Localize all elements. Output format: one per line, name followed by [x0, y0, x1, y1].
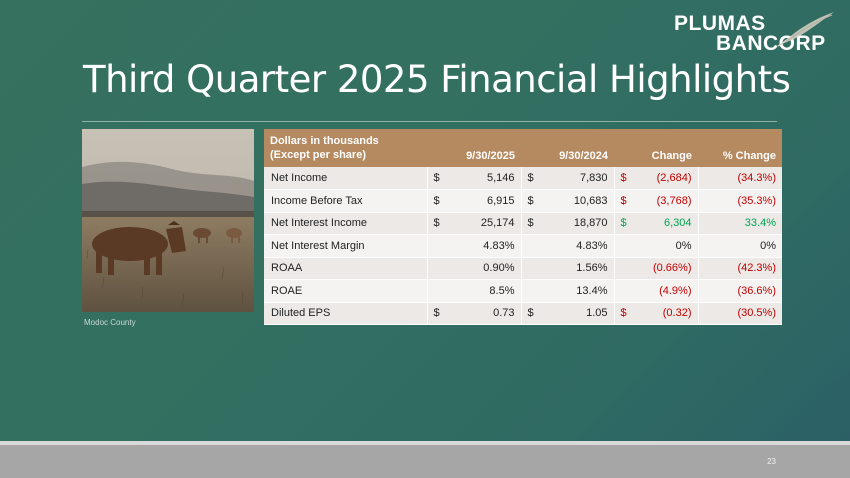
photo-caption: Modoc County — [84, 318, 136, 327]
value-change: (0.32) — [628, 302, 698, 325]
feather-icon — [777, 12, 834, 47]
row-label: Diluted EPS — [264, 302, 427, 325]
page-number: 23 — [767, 457, 776, 466]
currency-change: $ — [613, 212, 628, 235]
table-row: Income Before Tax $6,915 $10,683 $ (3,768) (3… — [264, 189, 782, 213]
table-row: ROAE 8.5% 13.4% (4.9%) (36.6%) — [264, 279, 782, 303]
value-9-30-2025: 5,146 — [441, 167, 521, 190]
value-percent-change: (34.3%) — [697, 167, 782, 190]
value-percent-change: (30.5%) — [697, 302, 782, 325]
value-9-30-2025: 0.90% — [441, 257, 521, 280]
page-title: Third Quarter 2025 Financial Highlights — [83, 58, 791, 101]
value-percent-change: 0% — [697, 234, 782, 258]
currency-change — [613, 257, 628, 280]
currency-9-30-2025: $ — [426, 189, 441, 213]
table-row: Diluted EPS $0.73 $1.05 $ (0.32) (30.5%) — [264, 302, 782, 325]
table-row: Net Interest Margin 4.83% 4.83% 0% 0% — [264, 234, 782, 258]
currency-9-30-2024: $ — [520, 212, 535, 235]
value-9-30-2024: 1.56% — [535, 257, 614, 280]
currency-change: $ — [613, 302, 628, 325]
value-9-30-2024: 1.05 — [535, 302, 614, 325]
value-change: (2,684) — [628, 167, 698, 190]
value-9-30-2024: 13.4% — [535, 279, 614, 303]
value-9-30-2025: 6,915 — [441, 189, 521, 213]
currency-9-30-2025 — [426, 257, 441, 280]
currency-9-30-2025: $ — [426, 302, 441, 325]
currency-9-30-2024 — [520, 234, 535, 258]
table-row: Net Income $5,146 $7,830 $ (2,684) (34.3%) — [264, 167, 782, 190]
value-change: (0.66%) — [628, 257, 698, 280]
row-label: Net Income — [264, 167, 427, 190]
currency-9-30-2024 — [520, 279, 535, 303]
value-9-30-2025: 4.83% — [441, 234, 521, 258]
title-divider — [82, 121, 777, 122]
value-change: (4.9%) — [628, 279, 698, 303]
header-label-line-2: (Except per share) — [270, 149, 366, 161]
header-label-line-1: Dollars in thousands — [270, 135, 379, 147]
row-label: ROAA — [264, 257, 427, 280]
value-percent-change: 33.4% — [697, 212, 782, 235]
value-9-30-2024: 10,683 — [535, 189, 614, 213]
row-label: Net Interest Margin — [264, 234, 427, 258]
table-row: Net Interest Income $25,174 $18,870 $6,304 3… — [264, 212, 782, 235]
row-label: Income Before Tax — [264, 189, 427, 213]
currency-9-30-2024: $ — [520, 189, 535, 213]
currency-9-30-2025: $ — [426, 167, 441, 190]
value-percent-change: (36.6%) — [697, 279, 782, 303]
value-change: (3,768) — [628, 189, 698, 213]
row-label: ROAE — [264, 279, 427, 303]
currency-9-30-2025 — [426, 234, 441, 258]
table-header-row: Dollars in thousands (Except per share) … — [264, 129, 782, 167]
footer-bar: 23 — [0, 441, 850, 478]
value-9-30-2024: 18,870 — [535, 212, 614, 235]
plumas-bancorp-logo: PLUMAS BANCORP — [668, 8, 838, 58]
currency-change: $ — [613, 167, 628, 190]
value-9-30-2025: 0.73 — [441, 302, 521, 325]
currency-9-30-2024: $ — [520, 302, 535, 325]
cattle-photo — [82, 129, 254, 312]
currency-9-30-2024 — [520, 257, 535, 280]
value-change: 6,304 — [628, 212, 698, 235]
currency-9-30-2024: $ — [520, 167, 535, 190]
value-percent-change: (42.3%) — [697, 257, 782, 280]
value-percent-change: (35.3%) — [697, 189, 782, 213]
financial-highlights-table: Dollars in thousands (Except per share) … — [264, 129, 782, 325]
value-change: 0% — [628, 234, 698, 258]
currency-change — [613, 234, 628, 258]
currency-9-30-2025: $ — [426, 212, 441, 235]
currency-change — [613, 279, 628, 303]
slide: PLUMAS BANCORP Third Quarter 2025 Financ… — [82, 8, 838, 327]
header-col-9-30-2025: 9/30/2025 — [427, 129, 521, 167]
header-col-change: Change — [614, 129, 698, 167]
currency-9-30-2025 — [426, 279, 441, 303]
header-col-percent-change: % Change — [698, 129, 782, 167]
header-label: Dollars in thousands (Except per share) — [264, 129, 427, 167]
value-9-30-2025: 25,174 — [441, 212, 521, 235]
row-label: Net Interest Income — [264, 212, 427, 235]
logo-line-1: PLUMAS — [674, 12, 766, 35]
value-9-30-2024: 4.83% — [535, 234, 614, 258]
table-row: ROAA 0.90% 1.56% (0.66%) (42.3%) — [264, 257, 782, 280]
value-9-30-2024: 7,830 — [535, 167, 614, 190]
logo-line-2: BANCORP — [716, 32, 826, 55]
value-9-30-2025: 8.5% — [441, 279, 521, 303]
header-col-9-30-2024: 9/30/2024 — [521, 129, 614, 167]
currency-change: $ — [613, 189, 628, 213]
